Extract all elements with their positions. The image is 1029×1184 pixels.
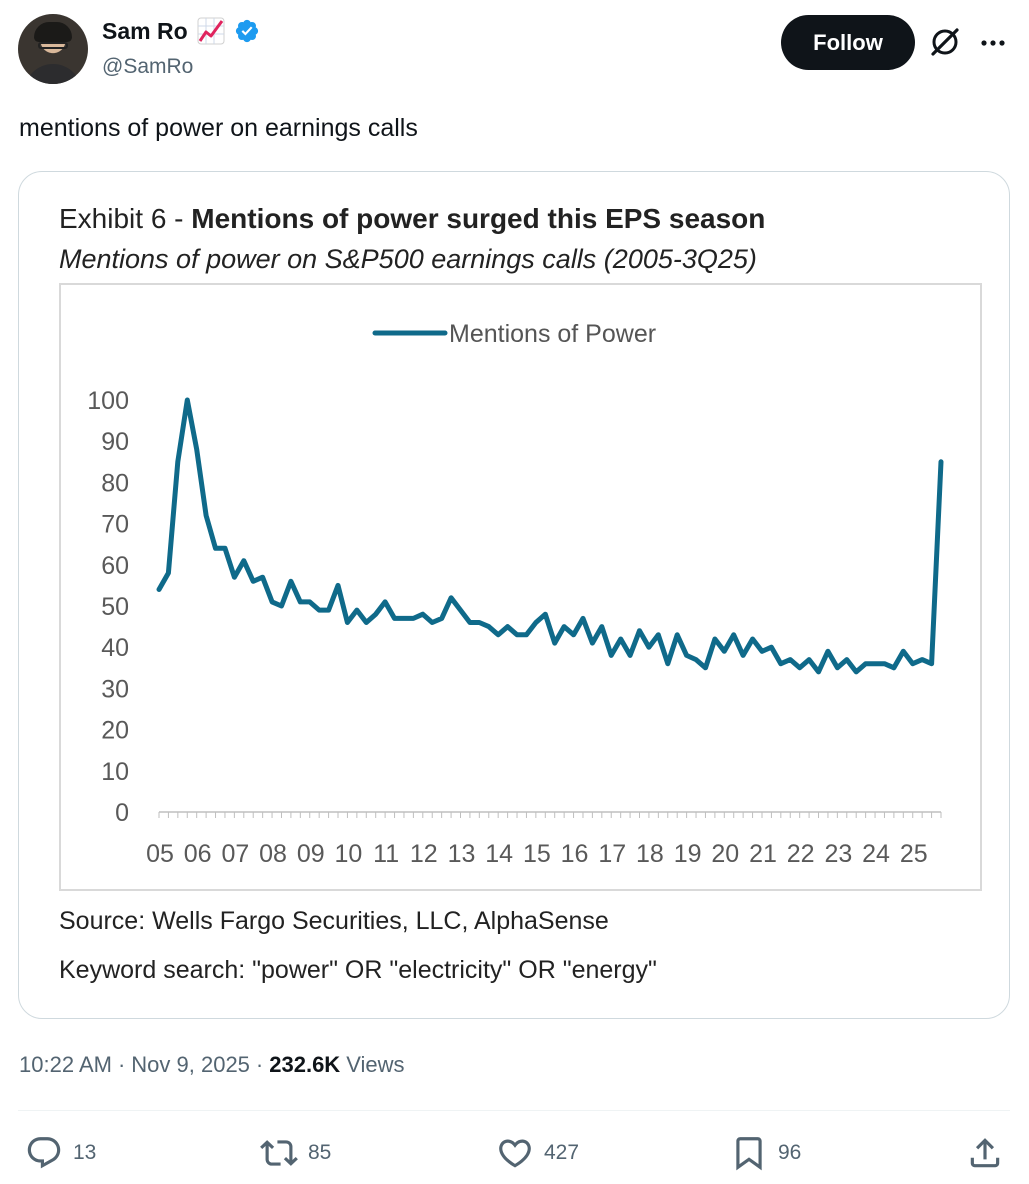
media-card[interactable]: Exhibit 6 - Mentions of power surged thi… [18,171,1010,1019]
like-button[interactable]: 427 [496,1134,579,1172]
chart-title: Exhibit 6 - Mentions of power surged thi… [59,203,765,234]
share-button[interactable] [966,1134,1004,1172]
chart-title-prefix: Exhibit 6 - [59,203,191,234]
tweet-text: mentions of power on earnings calls [19,114,418,142]
series-points [158,399,942,672]
bookmark-count: 96 [778,1141,802,1164]
grok-icon[interactable] [927,24,963,60]
divider [18,1110,1010,1111]
author-handle[interactable]: @SamRo [102,55,194,78]
tweet-date[interactable]: Nov 9, 2025 [131,1052,250,1077]
y-tick-label: 90 [101,428,129,456]
y-tick-label: 40 [101,634,129,662]
x-tick-label: 20 [711,840,739,868]
legend-label: Mentions of Power [449,320,656,348]
repost-count: 85 [308,1141,332,1164]
x-tick-label: 23 [824,840,852,868]
x-tick-label: 17 [598,840,626,868]
reply-button[interactable]: 13 [25,1134,96,1172]
bookmark-icon [736,1137,762,1171]
views-label: Views [346,1052,405,1077]
more-options-icon[interactable] [976,26,1010,60]
y-tick-label: 100 [87,387,129,415]
y-tick-label: 70 [101,511,129,539]
x-tick-label: 07 [221,840,249,868]
x-tick-label: 16 [561,840,589,868]
chart-title-main: Mentions of power surged this EPS season [191,203,765,234]
x-tick-label: 14 [485,840,513,868]
avatar-glasses [38,42,68,49]
y-tick-label: 20 [101,717,129,745]
x-tick-label: 15 [523,840,551,868]
repost-button[interactable]: 85 [260,1134,331,1172]
views-count: 232.6K [269,1052,341,1077]
y-tick-label: 10 [101,758,129,786]
x-tick-label: 06 [184,840,212,868]
x-tick-label: 19 [674,840,702,868]
x-tick-label: 22 [787,840,815,868]
x-axis: 05 06 07 08 09 10 11 12 13 14 15 16 17 18 19 20 21 22 23 24… [146,811,942,868]
y-tick-label: 0 [115,799,129,827]
meta-separator: · [117,1052,126,1077]
x-tick-label: 25 [900,840,928,868]
x-tick-label: 12 [410,840,438,868]
x-tick-label: 13 [448,840,476,868]
author-name-row: Sam Ro [102,16,260,46]
x-tick-label: 08 [259,840,287,868]
follow-button[interactable]: Follow [781,15,915,70]
y-tick-label: 30 [101,675,129,703]
chart-image: Exhibit 6 - Mentions of power surged thi… [59,203,982,984]
chart-source: Source: Wells Fargo Securities, LLC, Alp… [59,907,609,935]
x-tick-label: 05 [146,840,174,868]
meta-separator: · [255,1052,264,1077]
x-tick-label: 24 [862,840,890,868]
repost-icon [260,1140,298,1166]
author-name[interactable]: Sam Ro [102,17,188,44]
x-tick-label: 11 [373,840,399,868]
x-tick-label: 09 [297,840,325,868]
series-line-mentions-of-power [156,397,944,675]
tweet-time[interactable]: 10:22 AM [19,1052,112,1077]
chart-increasing-emoji-icon [197,17,225,45]
y-tick-label: 60 [101,552,129,580]
avatar-hair [34,22,72,42]
y-tick-label: 50 [101,593,129,621]
bookmark-button[interactable]: 96 [730,1134,801,1172]
chart-frame [59,283,982,891]
heart-icon [499,1139,531,1168]
avatar-shirt [24,64,82,84]
tweet-meta: 10:22 AM · Nov 9, 2025 · 232.6K Views [19,1052,405,1078]
y-tick-label: 80 [101,469,129,497]
x-tick-label: 18 [636,840,664,868]
x-tick-label: 10 [335,840,363,868]
x-tick-label: 21 [749,840,777,868]
verified-badge-icon[interactable] [234,18,260,44]
reply-icon [27,1137,61,1169]
chart-subtitle: Mentions of power on S&P500 earnings cal… [59,244,757,274]
reply-count: 13 [73,1141,97,1164]
like-count: 427 [544,1141,580,1164]
avatar[interactable] [18,14,88,84]
chart-keyword-note: Keyword search: "power" OR "electricity"… [59,956,657,984]
share-icon [970,1138,1000,1168]
